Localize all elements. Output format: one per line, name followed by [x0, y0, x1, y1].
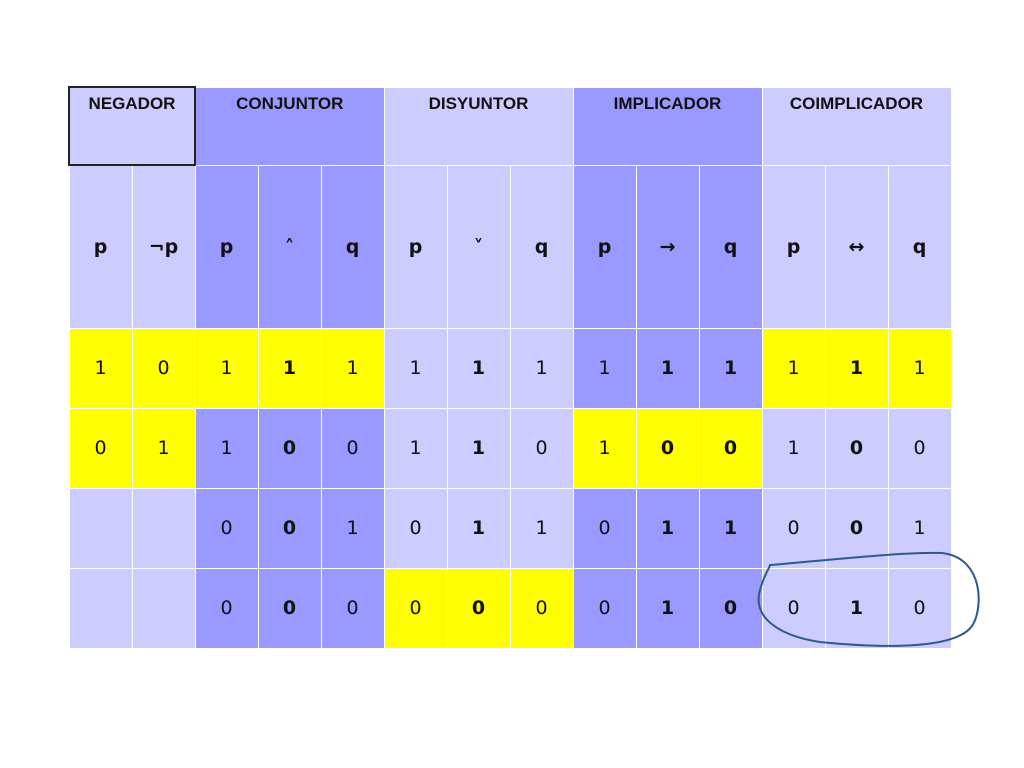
- var-cell: ˄: [257, 164, 322, 329]
- value-cell: 1: [824, 327, 889, 409]
- value-cell: 1: [761, 327, 826, 409]
- var-cell: ¬p: [131, 164, 196, 329]
- value-cell: 0: [824, 407, 889, 489]
- value-cell: 0: [257, 487, 322, 569]
- var-cell: →: [635, 164, 700, 329]
- value-cell: 1: [635, 327, 700, 409]
- header-row: NEGADOR CONJUNTOR DISYUNTOR IMPLICADOR C…: [68, 86, 952, 166]
- value-cell: 0: [572, 567, 637, 649]
- value-cell: 1: [383, 327, 448, 409]
- value-cell: 0: [698, 567, 763, 649]
- table-row: 1 0 1 1 1 1 1 1 1 1 1 1 1 1: [68, 327, 952, 409]
- value-cell: 0: [383, 487, 448, 569]
- var-cell: q: [887, 164, 952, 329]
- var-cell: ↔: [824, 164, 889, 329]
- header-negador: NEGADOR: [68, 86, 196, 166]
- var-cell: p: [572, 164, 637, 329]
- value-cell: 1: [887, 487, 952, 569]
- value-cell: 1: [698, 327, 763, 409]
- table-row: 0 0 0 0 0 0 0 1 0 0 1 0: [68, 567, 952, 649]
- value-cell: 1: [572, 327, 637, 409]
- value-cell: 0: [761, 487, 826, 569]
- value-cell: 1: [761, 407, 826, 489]
- var-cell: q: [698, 164, 763, 329]
- value-cell: 1: [320, 327, 385, 409]
- value-cell: 1: [509, 487, 574, 569]
- value-cell: 0: [194, 567, 259, 649]
- value-cell: 0: [257, 407, 322, 489]
- value-cell: 1: [824, 567, 889, 649]
- value-cell: 0: [68, 407, 133, 489]
- header-implicador: IMPLICADOR: [572, 86, 763, 166]
- value-cell: 1: [572, 407, 637, 489]
- var-cell: q: [320, 164, 385, 329]
- value-cell: 0: [824, 487, 889, 569]
- value-cell: 1: [446, 407, 511, 489]
- value-cell: 1: [635, 567, 700, 649]
- header-conjuntor: CONJUNTOR: [194, 86, 385, 166]
- var-cell: p: [194, 164, 259, 329]
- value-cell: [131, 567, 196, 649]
- value-cell: 0: [572, 487, 637, 569]
- table-row: 0 0 1 0 1 1 0 1 1 0 0 1: [68, 487, 952, 569]
- value-cell: 1: [131, 407, 196, 489]
- value-cell: 1: [320, 487, 385, 569]
- var-cell: ˅: [446, 164, 511, 329]
- value-cell: 1: [698, 487, 763, 569]
- variables-row: p ¬p p ˄ q p ˅ q p → q p ↔ q: [68, 164, 952, 329]
- value-cell: 0: [131, 327, 196, 409]
- value-cell: 0: [509, 407, 574, 489]
- value-cell: 1: [446, 327, 511, 409]
- value-cell: 1: [257, 327, 322, 409]
- value-cell: 0: [761, 567, 826, 649]
- value-cell: 0: [383, 567, 448, 649]
- value-cell: [68, 567, 133, 649]
- truth-table: NEGADOR CONJUNTOR DISYUNTOR IMPLICADOR C…: [68, 86, 952, 649]
- value-cell: 0: [509, 567, 574, 649]
- var-cell: q: [509, 164, 574, 329]
- value-cell: 1: [194, 407, 259, 489]
- value-cell: 0: [887, 567, 952, 649]
- var-cell: p: [68, 164, 133, 329]
- value-cell: 1: [383, 407, 448, 489]
- value-cell: 0: [446, 567, 511, 649]
- value-cell: 1: [635, 487, 700, 569]
- value-cell: 1: [887, 327, 952, 409]
- value-cell: 1: [509, 327, 574, 409]
- var-cell: p: [383, 164, 448, 329]
- value-cell: [131, 487, 196, 569]
- value-cell: [68, 487, 133, 569]
- value-cell: 1: [446, 487, 511, 569]
- table-row: 0 1 1 0 0 1 1 0 1 0 0 1 0 0: [68, 407, 952, 489]
- var-cell: p: [761, 164, 826, 329]
- value-cell: 0: [887, 407, 952, 489]
- value-cell: 1: [68, 327, 133, 409]
- value-cell: 1: [194, 327, 259, 409]
- value-cell: 0: [194, 487, 259, 569]
- header-disyuntor: DISYUNTOR: [383, 86, 574, 166]
- value-cell: 0: [257, 567, 322, 649]
- header-coimplicador: COIMPLICADOR: [761, 86, 952, 166]
- value-cell: 0: [698, 407, 763, 489]
- value-cell: 0: [635, 407, 700, 489]
- value-cell: 0: [320, 567, 385, 649]
- value-cell: 0: [320, 407, 385, 489]
